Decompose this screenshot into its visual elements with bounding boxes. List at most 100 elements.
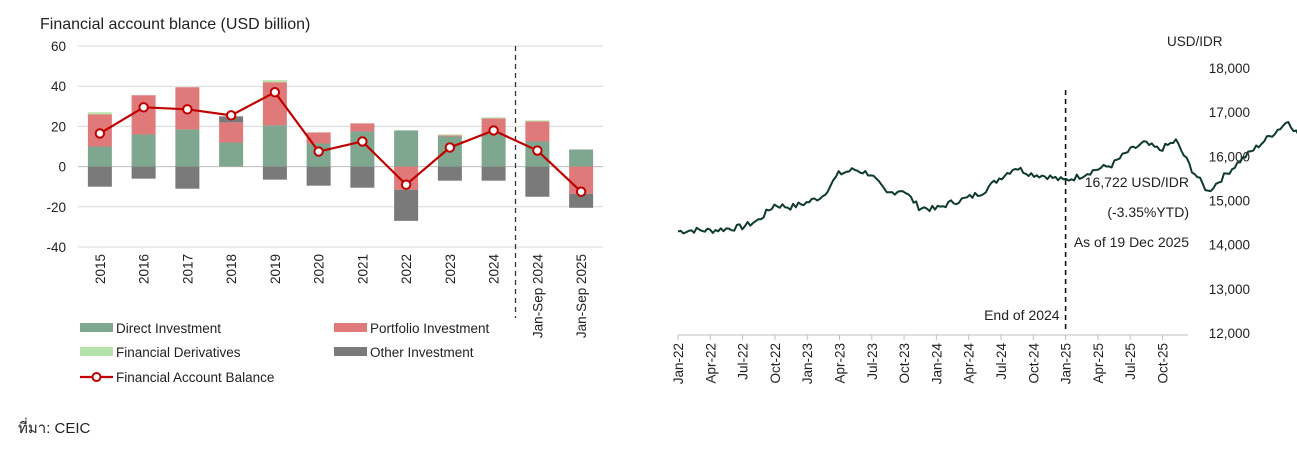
legend-label-other-investment: Other Investment (370, 345, 474, 360)
bar-direct-investment-2019 (262, 125, 287, 167)
balance-point-2020 (313, 146, 324, 157)
legend-swatch-other-investment (334, 347, 367, 356)
right-y-tick-label: 14,000 (1209, 238, 1250, 253)
left-x-tick-label: 2019 (268, 254, 283, 284)
bar-other-investment-2017 (175, 166, 200, 189)
bar-other-investment-2015 (87, 166, 112, 187)
bar-other-investment-2022 (394, 189, 419, 221)
balance-point-2019 (269, 87, 281, 98)
legend-label-direct-investment: Direct Investment (116, 321, 221, 336)
bar-financial-derivatives-2019 (262, 80, 287, 83)
latest-value-annotation: 16,722 USD/IDR (1085, 174, 1189, 190)
bar-portfolio-investment-2023 (437, 135, 462, 137)
left-y-tick-label: -40 (46, 240, 66, 255)
bar-other-investment-2020 (306, 166, 331, 186)
right-x-tick-label: Jul-24 (994, 343, 1009, 380)
left-y-tick-label: -20 (46, 200, 66, 215)
bar-direct-investment-2015 (87, 146, 112, 167)
bar-financial-derivatives-2015 (87, 112, 112, 115)
balance-point-2021 (357, 136, 368, 147)
usd-idr-chart: USD/IDR 18,000 17,000 16,000 15,000 14,000 13… (671, 34, 1297, 384)
left-y-tick-label: 0 (58, 160, 66, 175)
right-x-tick-label: Apr-25 (1091, 343, 1106, 384)
bar-portfolio-investment-2021 (350, 123, 375, 132)
left-balance-line (94, 87, 587, 197)
right-x-tick-label: Jan-24 (929, 343, 944, 385)
right-y-axis-label: USD/IDR (1167, 34, 1223, 49)
right-y-tick-label: 16,000 (1209, 149, 1250, 164)
left-x-tick-label: 2024 (487, 254, 502, 285)
balance-point-2018 (225, 110, 237, 121)
right-y-tick-label: 15,000 (1209, 194, 1250, 209)
balance-point-2022 (400, 179, 412, 190)
right-y-ticks: 18,000 17,000 16,000 15,000 14,000 13,000 12,0… (1209, 61, 1250, 341)
legend-label-financial-derivatives: Financial Derivatives (116, 345, 241, 360)
latest-value-annotation: As of 19 Dec 2025 (1074, 234, 1189, 250)
left-y-tick-label: 60 (51, 39, 66, 54)
bar-portfolio-investment-2018 (219, 122, 244, 143)
balance-point-jan-sep-2025 (575, 186, 587, 197)
left-x-tick-label: 2018 (224, 254, 239, 284)
balance-point-2024 (488, 125, 499, 136)
right-exchange-line (677, 121, 1297, 235)
right-x-tick-label: Oct-24 (1026, 343, 1041, 384)
balance-point-2016 (138, 102, 149, 113)
right-x-tick-label: Jul-25 (1123, 343, 1138, 380)
bar-financial-derivatives-2023 (437, 134, 462, 136)
bar-other-investment-jan-sep-2025 (569, 193, 594, 208)
right-x-tick-label: Oct-25 (1156, 343, 1171, 384)
bar-other-investment-2023 (437, 166, 462, 181)
bar-other-investment-2019 (262, 166, 287, 180)
bar-direct-investment-2016 (131, 134, 156, 167)
latest-value-annotation: (-3.35%YTD) (1107, 204, 1189, 220)
legend-swatch-balance-marker (91, 372, 102, 382)
left-y-ticks: 60 40 20 0 -20 -40 (46, 39, 66, 255)
left-x-tick-label: 2020 (312, 254, 327, 284)
right-x-tick-label: Oct-22 (768, 343, 783, 384)
left-x-tick-label: 2021 (355, 254, 370, 284)
right-x-tick-label: Apr-22 (703, 343, 718, 384)
left-x-tick-label: 2022 (399, 254, 414, 284)
right-y-tick-label: 18,000 (1209, 61, 1250, 76)
legend-label-financial-account-balance: Financial Account Balance (116, 370, 274, 385)
right-x-tick-label: Apr-23 (833, 343, 848, 384)
end-of-2024-label: End of 2024 (984, 307, 1060, 323)
right-annotations: End of 2024 16,722 USD/IDR (-3.35%YTD) As o… (984, 90, 1189, 333)
bar-portfolio-investment-2020 (306, 132, 331, 144)
right-x-axis (677, 334, 1188, 340)
bar-other-investment-2016 (131, 166, 156, 179)
bar-direct-investment-2018 (219, 142, 244, 167)
right-x-tick-label: Jul-22 (736, 343, 751, 380)
bar-portfolio-investment-jan-sep-2024 (525, 121, 550, 142)
balance-line-path (99, 90, 582, 193)
left-y-tick-label: 20 (51, 119, 66, 134)
bar-other-investment-2024 (481, 166, 506, 181)
left-x-tick-label: 2017 (180, 254, 195, 284)
balance-point-2015 (94, 128, 106, 139)
legend-swatch-direct-investment (80, 323, 113, 332)
right-y-tick-label: 17,000 (1209, 105, 1250, 120)
left-x-ticks: 2015 2016 2017 2018 2019 2020 2021 2022 2023 2024… (93, 254, 589, 339)
bar-financial-derivatives-2024 (481, 117, 506, 119)
right-x-tick-label: Apr-24 (962, 343, 977, 384)
legend-label-portfolio-investment: Portfolio Investment (370, 321, 490, 336)
legend-swatch-financial-derivatives (80, 347, 113, 356)
left-chart-title: Financial account blance (USD billion) (40, 16, 310, 33)
balance-point-jan-sep-2024 (532, 145, 543, 156)
usd-idr-line-path (677, 121, 1297, 235)
left-x-tick-label: Jan-Sep 2024 (530, 254, 545, 339)
right-y-tick-label: 13,000 (1209, 282, 1250, 297)
bar-other-investment-jan-sep-2024 (525, 166, 550, 197)
left-x-tick-label: Jan-Sep 2025 (574, 254, 589, 338)
right-x-tick-label: Jan-22 (671, 343, 686, 384)
right-x-tick-label: Jul-23 (865, 343, 880, 380)
legend-swatch-portfolio-investment (334, 323, 367, 332)
bar-portfolio-investment-2022 (394, 166, 419, 190)
left-y-tick-label: 40 (51, 79, 66, 94)
right-x-tick-label: Jan-25 (1059, 343, 1074, 384)
bar-direct-investment-2017 (175, 129, 200, 167)
left-gridlines (78, 45, 603, 318)
financial-account-chart: Financial account blance (USD billion) 6… (40, 16, 603, 385)
